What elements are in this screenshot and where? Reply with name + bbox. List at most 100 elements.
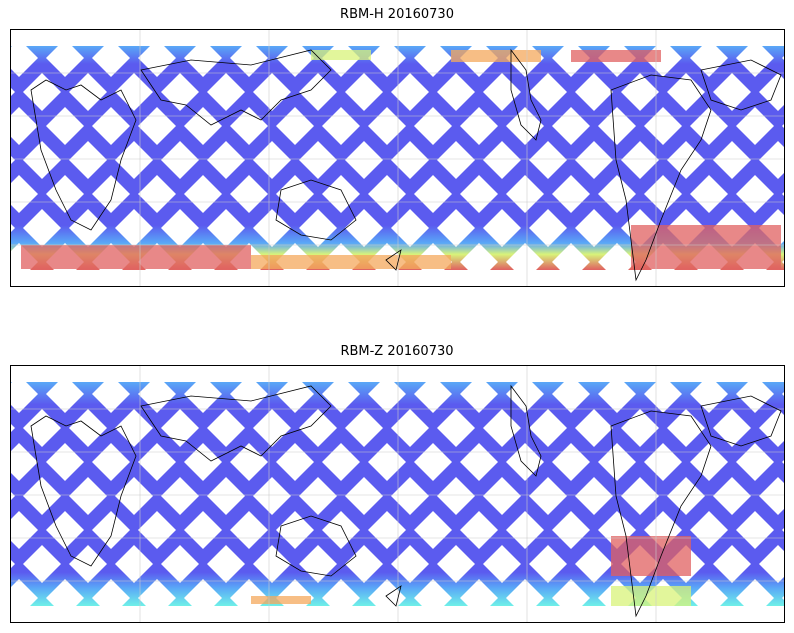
swath-gap [207,409,245,447]
intensity-patch [611,586,691,606]
swath-gap [713,141,751,179]
swath-gap [345,477,383,515]
swath-gap [483,209,521,247]
swath-gap [11,511,38,549]
swath-gap [345,73,383,111]
swath-gap [529,141,567,179]
swath-gap [92,375,130,413]
swath-gap [161,209,199,247]
swath-gap [184,175,222,213]
swath-gap [11,175,38,213]
swath-gap [529,477,567,515]
swath-gap [368,107,406,145]
swath-gap [46,443,84,481]
swath-gap [483,73,521,111]
panel-top-title: RBM-H 20160730 [340,7,454,22]
swath-gap [115,73,153,111]
coastlines [30,384,782,618]
coastline [610,74,712,282]
swath-gap [46,375,84,413]
swath-gap [575,73,613,111]
swath-gap [345,545,383,583]
swath-gap [322,443,360,481]
swath-gap [667,141,705,179]
swath-gap [414,39,452,77]
swath-gap [667,477,705,515]
swath-gap [207,141,245,179]
swath-gap [644,39,682,77]
swath-gap [529,73,567,111]
swath-gap [667,73,705,111]
swath-gap [690,107,728,145]
swath-gap [11,224,15,232]
swath-gap [713,409,751,447]
swath-gap [92,511,130,549]
swath-gap [230,443,268,481]
swath-gap [437,209,475,247]
swath-gap [782,260,784,264]
swath-gap [506,107,544,145]
swath-gap [322,511,360,549]
swath-gap [115,209,153,247]
swath-gap [138,443,176,481]
swath-gap [506,443,544,481]
intensity-patches [251,536,691,606]
swath-gap [161,545,199,583]
swath-gap [23,209,61,247]
swath-gap [207,545,245,583]
swath-gap [161,477,199,515]
swath-gap [23,545,61,583]
swath-gap [276,511,314,549]
swath-gap [276,107,314,145]
swath-gap [46,175,84,213]
swath-gap [184,375,222,413]
swath-gap [460,375,498,413]
swath-gap [437,477,475,515]
swath-gap [391,209,429,247]
swath-gap [644,175,682,213]
swath-gap [414,375,452,413]
swath-gap [391,141,429,179]
swath-gap [230,511,268,549]
swath-gap [759,141,784,179]
swath-gap [437,141,475,179]
no-data-top [11,30,784,46]
swath-gap [437,409,475,447]
swath-gap [690,175,728,213]
swath-gap [506,375,544,413]
swath-gap [11,492,15,500]
no-data-top [11,366,784,382]
panel-bottom-title: RBM-Z 20160730 [340,344,454,359]
swath-gap [253,545,291,583]
swath-gap [391,545,429,583]
swath-gap [736,375,774,413]
swath-gap [368,511,406,549]
swath-gap [69,409,107,447]
swath-gap [69,545,107,583]
swath-gap [437,73,475,111]
swath-gap [437,545,475,583]
swath-gap [506,511,544,549]
swath-gap [11,156,15,164]
no-data-bottom [11,270,784,286]
swath-gap [782,56,784,60]
swath-gap [644,443,682,481]
swath-gap [299,209,337,247]
swath-gap [483,545,521,583]
swath-gap [575,477,613,515]
swath-gap [184,39,222,77]
swath-gap [391,477,429,515]
swath-gap [483,409,521,447]
swath-gap [736,39,774,77]
swath-gap [598,443,636,481]
swath-gap [299,73,337,111]
swath-gap [276,175,314,213]
swath-gap [782,192,784,196]
intensity-patch [21,245,251,269]
swath-gap [299,477,337,515]
swath-gap [736,511,774,549]
swath-gap [391,409,429,447]
swath-gap [11,424,15,432]
coastline [700,59,782,111]
swath-gap [253,141,291,179]
